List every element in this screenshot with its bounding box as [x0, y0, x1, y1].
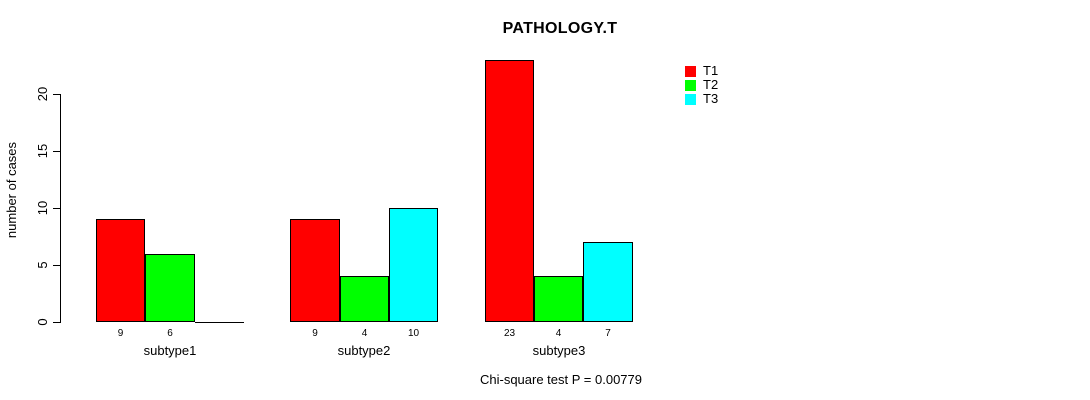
bar-T1-subtype3 — [485, 60, 534, 322]
legend-item-T1: T1 — [685, 64, 718, 78]
chart-title: PATHOLOGY.T — [502, 20, 618, 37]
y-axis-tick — [53, 151, 60, 152]
bar-T2-subtype3 — [534, 276, 583, 322]
y-axis-tick-label: 20 — [35, 86, 50, 102]
category-label-subtype1: subtype1 — [143, 343, 197, 358]
bar-T2-subtype2 — [340, 276, 389, 322]
legend-label-T2: T2 — [703, 77, 719, 92]
bar-T3-subtype2 — [389, 208, 438, 322]
bar-value-label: 10 — [407, 328, 420, 339]
legend-item-T2: T2 — [685, 78, 718, 92]
legend-swatch-T1 — [685, 65, 696, 77]
y-axis-tick-label: 5 — [35, 261, 50, 269]
y-axis-label: number of cases — [4, 141, 19, 239]
y-axis-line — [60, 94, 61, 323]
legend-label-T1: T1 — [703, 63, 719, 78]
bar-value-label: 4 — [361, 328, 368, 339]
legend-item-T3: T3 — [685, 92, 718, 106]
annotation-text: Chi-square test P = 0.00779 — [479, 372, 642, 387]
bar-value-label: 23 — [503, 328, 516, 339]
bar-value-label: 6 — [167, 328, 173, 339]
bar-T1-subtype1 — [96, 219, 145, 322]
y-axis-tick-label: 15 — [35, 143, 50, 159]
bar-T2-subtype1 — [145, 254, 195, 322]
category-label-subtype2: subtype2 — [337, 343, 391, 358]
bar-T3-subtype3 — [583, 242, 633, 322]
category-label-subtype3: subtype3 — [532, 343, 586, 358]
bar-T3-subtype1 — [195, 322, 244, 323]
y-axis-tick — [53, 265, 60, 266]
y-axis-tick-label: 10 — [35, 200, 50, 216]
legend-swatch-T3 — [685, 93, 696, 105]
bar-value-label: 9 — [312, 328, 318, 339]
y-axis-tick-label: 0 — [35, 318, 50, 326]
bar-T1-subtype2 — [290, 219, 340, 322]
legend: T1 T2 T3 — [685, 64, 718, 106]
bar-value-label: 7 — [605, 328, 611, 339]
y-axis-tick — [53, 322, 60, 323]
bar-value-label: 4 — [555, 328, 562, 339]
legend-swatch-T2 — [685, 79, 696, 91]
bar-value-label: 9 — [117, 328, 124, 339]
y-axis-tick — [53, 208, 60, 209]
y-axis-tick — [53, 94, 60, 95]
legend-label-T3: T3 — [703, 91, 719, 106]
